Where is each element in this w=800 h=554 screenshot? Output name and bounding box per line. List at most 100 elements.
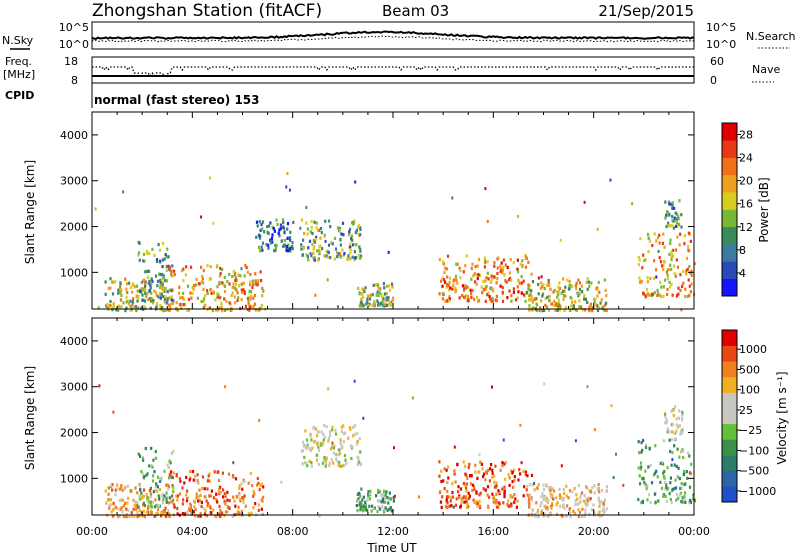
range-cell	[598, 504, 601, 509]
range-cell	[243, 291, 246, 295]
range-cell	[384, 500, 387, 504]
range-cell	[189, 506, 193, 510]
range-cell	[354, 180, 357, 184]
range-cell	[388, 507, 391, 511]
range-cell	[216, 285, 219, 289]
range-cell	[673, 437, 676, 441]
range-cell	[364, 505, 367, 509]
range-cell	[557, 293, 560, 297]
range-cell	[170, 289, 173, 293]
range-cell	[483, 256, 486, 260]
range-cell	[150, 277, 153, 281]
range-cell	[653, 232, 656, 236]
range-cell	[370, 509, 373, 513]
range-cell	[575, 308, 578, 312]
range-cell	[352, 434, 355, 438]
range-cell	[168, 308, 171, 312]
range-cell	[371, 293, 374, 297]
range-cell	[289, 230, 292, 234]
range-cell	[160, 476, 163, 480]
range-cell	[528, 494, 531, 499]
range-cell	[526, 493, 529, 497]
range-cell	[680, 430, 683, 434]
range-cell	[147, 297, 150, 302]
range-cell	[108, 303, 111, 307]
range-cell	[443, 467, 446, 471]
range-cell	[669, 224, 672, 228]
range-cell	[136, 514, 139, 518]
range-cell	[232, 269, 235, 273]
range-cell	[170, 451, 173, 455]
range-cell	[683, 234, 686, 238]
range-cell	[601, 306, 604, 310]
range-cell	[456, 262, 460, 266]
range-cell	[116, 487, 119, 491]
range-cell	[381, 504, 384, 508]
range-cell	[571, 490, 574, 494]
range-cell	[291, 245, 294, 249]
range-cell	[573, 486, 576, 491]
range-cell	[237, 505, 240, 509]
range-cell	[144, 285, 147, 289]
range-cell	[681, 410, 684, 414]
range-cell	[550, 506, 553, 510]
range-cell	[376, 299, 379, 303]
range-cell	[223, 275, 226, 279]
range-cell	[331, 242, 334, 246]
colorbar-band	[722, 423, 737, 440]
range-cell	[439, 500, 442, 504]
range-cell	[275, 243, 278, 248]
range-cell	[303, 461, 307, 465]
range-cell	[254, 502, 257, 506]
range-cell	[597, 280, 600, 284]
range-cell	[454, 480, 457, 484]
range-cell	[570, 297, 573, 301]
range-cell	[135, 284, 139, 288]
range-cell	[517, 290, 520, 294]
range-cell	[132, 507, 135, 511]
range-cell	[266, 230, 269, 234]
x-tick-label: 08:00	[277, 525, 309, 538]
range-cell	[112, 305, 115, 309]
range-cell	[234, 282, 238, 286]
range-cell	[564, 305, 568, 310]
range-cell	[215, 498, 218, 502]
range-cell	[491, 277, 494, 281]
range-cell	[548, 294, 551, 299]
range-cell	[282, 218, 285, 222]
range-cell	[527, 498, 531, 502]
range-cell	[390, 300, 393, 304]
range-cell	[384, 496, 387, 500]
range-cell	[173, 273, 176, 277]
range-cell	[130, 285, 133, 290]
range-cell	[183, 297, 186, 301]
range-cell	[208, 494, 211, 498]
range-cell	[586, 498, 590, 502]
range-cell	[377, 505, 380, 509]
range-cell	[552, 299, 556, 303]
range-cell	[349, 251, 352, 255]
range-cell	[651, 293, 654, 297]
range-cell	[359, 256, 362, 260]
range-cell	[147, 504, 150, 508]
range-cell	[216, 500, 219, 504]
range-cell	[393, 494, 396, 498]
range-cell	[586, 300, 589, 304]
range-cell	[575, 281, 578, 285]
range-cell	[679, 432, 682, 436]
range-cell	[598, 490, 601, 494]
range-cell	[319, 227, 323, 231]
range-cell	[356, 231, 359, 235]
range-cell	[597, 483, 600, 487]
range-cell	[492, 289, 495, 293]
range-cell	[384, 299, 387, 303]
range-cell	[324, 219, 327, 223]
range-cell	[282, 225, 285, 230]
range-cell	[270, 240, 273, 244]
range-cell	[305, 438, 309, 442]
range-cell	[120, 485, 123, 489]
range-cell	[516, 285, 519, 289]
range-cell	[598, 290, 601, 294]
range-cell	[593, 484, 596, 488]
range-cell	[376, 509, 379, 513]
